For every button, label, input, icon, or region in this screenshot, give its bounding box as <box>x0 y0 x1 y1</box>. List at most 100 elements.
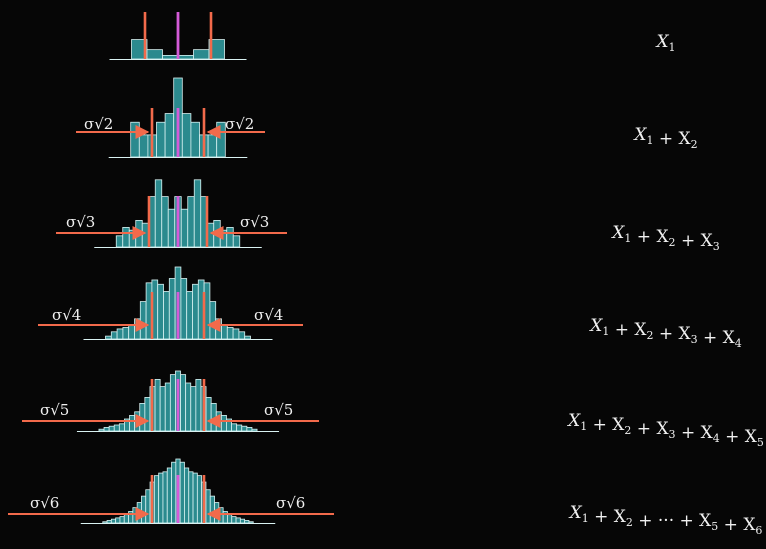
histogram-bar <box>210 402 217 432</box>
histogram-bar <box>214 502 220 524</box>
histogram-bar <box>192 283 199 340</box>
histogram-bar <box>116 328 124 340</box>
histogram-bar <box>123 514 129 524</box>
sigma-label-right: σ√5 <box>264 401 293 419</box>
histogram-bar <box>98 428 105 432</box>
histogram-bar <box>139 402 146 432</box>
histogram-bar <box>103 426 110 432</box>
sigma-label-left: σ√3 <box>66 213 95 231</box>
histogram-bar <box>241 425 248 432</box>
histogram-bar <box>141 495 147 524</box>
histogram-bar <box>166 467 172 524</box>
histogram-bar <box>169 374 176 432</box>
sum-label: X1 + X2 + X3 + X4 <box>588 316 742 350</box>
histogram-bar <box>236 424 243 432</box>
histogram-bar <box>130 121 140 158</box>
histogram-bar <box>180 374 187 432</box>
histogram-bar <box>157 283 164 340</box>
histogram-bar <box>128 324 135 340</box>
histogram-bar <box>196 475 203 524</box>
histogram-bar <box>154 378 161 432</box>
histogram-bar <box>132 507 138 524</box>
histogram-bar <box>248 521 254 524</box>
histogram-bar <box>218 507 224 524</box>
histogram-bar <box>136 502 142 524</box>
sigma-label-right: σ√2 <box>225 115 254 133</box>
histogram-bar <box>184 467 190 524</box>
histogram-bar <box>115 235 124 248</box>
histogram-bar <box>144 396 151 432</box>
histogram-bar <box>244 335 251 340</box>
histogram-bar <box>215 318 222 340</box>
sigma-label-left: σ√5 <box>40 401 69 419</box>
distribution-row-4: σ√4 σ√4 X1 + X2 + X3 + X4 <box>38 266 742 350</box>
sigma-label-left: σ√4 <box>52 306 81 324</box>
histogram-bar <box>145 489 151 524</box>
histogram-bar <box>138 134 149 158</box>
histogram-bar <box>105 335 112 340</box>
sigma-label-left: σ√2 <box>84 115 113 133</box>
histogram-bar <box>216 121 226 158</box>
histogram-bar <box>163 291 170 340</box>
histogram-bar <box>122 327 130 340</box>
histogram-bar <box>162 55 179 60</box>
histogram-bar <box>108 425 115 432</box>
histogram-bar <box>226 327 234 340</box>
histogram-bar <box>221 324 228 340</box>
histogram-bar <box>118 423 125 432</box>
histogram-bar <box>106 520 112 524</box>
histogram-bar <box>122 226 130 248</box>
sigma-label-right: σ√3 <box>240 213 269 231</box>
distribution-row-6: σ√6 σ√6 X1 + X2 + ··· + X5 + X6 <box>8 458 762 537</box>
sum-label: X1 + X2 <box>632 125 697 151</box>
histogram-bar <box>238 331 246 340</box>
histogram-bar <box>154 179 163 248</box>
histogram-bar <box>232 328 240 340</box>
histogram-bar <box>161 196 169 248</box>
histogram-bar <box>187 196 195 248</box>
histogram-bar <box>134 318 141 340</box>
sigma-label-right: σ√6 <box>276 494 305 512</box>
histogram-bar <box>119 516 125 524</box>
sum-label: X1 + X2 + X3 + X4 + X5 <box>566 411 764 449</box>
histogram-bar <box>153 475 160 524</box>
histogram-bar <box>139 301 147 340</box>
histogram-bar <box>168 278 176 340</box>
histogram-bar <box>159 386 166 432</box>
histogram-bar <box>185 382 192 432</box>
distribution-row-5: σ√5 σ√5 X1 + X2 + X3 + X4 + X5 <box>22 370 764 449</box>
histogram-bar <box>129 414 136 432</box>
sum-label: X1 <box>654 32 675 54</box>
histogram-bar <box>195 378 202 432</box>
histogram-bar <box>227 514 233 524</box>
histogram-bar <box>193 179 202 248</box>
histogram-bar <box>162 471 168 524</box>
histogram-bar <box>190 121 200 158</box>
histogram-bar <box>180 208 189 248</box>
histogram-bar <box>220 414 227 432</box>
histogram-bar <box>158 472 164 524</box>
distribution-row-3: σ√3 σ√3 X1 + X2 + X3 <box>56 179 720 253</box>
histogram-bar <box>180 278 188 340</box>
histogram-bar <box>110 518 117 524</box>
histogram-bar <box>226 226 234 248</box>
histogram-bar <box>239 518 246 524</box>
histogram-bar <box>209 301 217 340</box>
histogram-bar <box>231 516 237 524</box>
histogram-bar <box>179 461 185 524</box>
histogram-bar <box>205 489 211 524</box>
histogram-bar <box>193 49 210 60</box>
sigma-label-left: σ√6 <box>30 494 59 512</box>
histogram-bar <box>146 49 163 60</box>
histogram-bar <box>188 471 194 524</box>
histogram-bar <box>110 331 118 340</box>
histogram-bar <box>246 426 253 432</box>
histogram-bar <box>251 428 258 432</box>
histogram-bar <box>181 113 192 158</box>
histogram-bar <box>209 495 215 524</box>
histogram-bar <box>164 113 175 158</box>
histogram-bar <box>205 396 212 432</box>
histogram-bar <box>102 521 108 524</box>
histogram-bar <box>231 423 238 432</box>
